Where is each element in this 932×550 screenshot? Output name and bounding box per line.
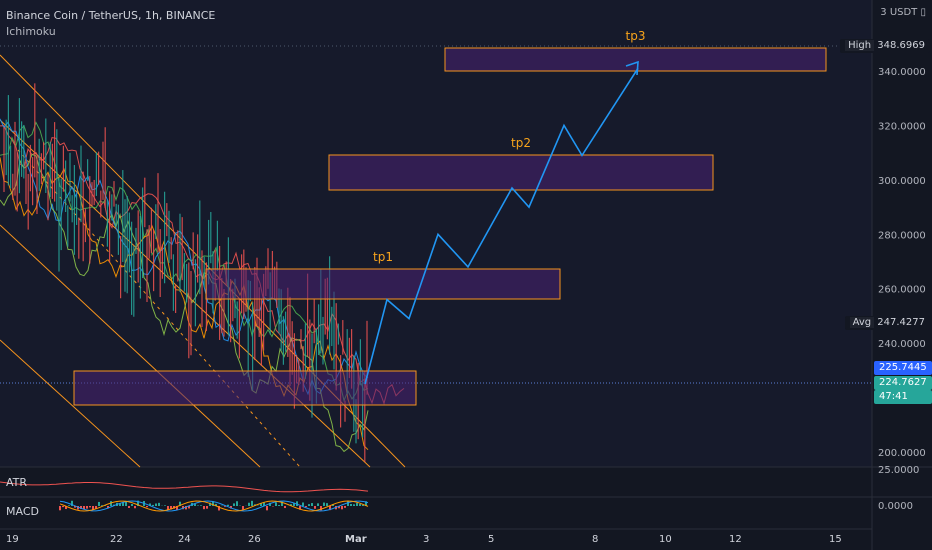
target-label-tp1: tp1	[373, 250, 393, 264]
avg-price-tag: Avg 247.4277	[844, 316, 930, 330]
macd-pane-label[interactable]: MACD	[6, 505, 39, 518]
time-tick-label: 15	[829, 534, 842, 545]
time-tick-label: 10	[659, 534, 672, 545]
time-tick-label: 24	[178, 534, 191, 545]
high-price-tag: High 348.6969	[840, 39, 930, 53]
atr-tick-label: 25.0000	[878, 465, 919, 476]
time-tick-label: 5	[488, 534, 494, 545]
target-label-tp3: tp3	[626, 29, 646, 43]
time-tick-label: 12	[729, 534, 742, 545]
unit-toggle-icon[interactable]: ▯	[920, 7, 926, 18]
time-tick-label: 8	[592, 534, 598, 545]
forecast-path[interactable]	[364, 60, 639, 385]
atr-line	[0, 481, 369, 493]
unit-label: USDT	[889, 7, 918, 18]
target-zone	[328, 154, 714, 191]
macd-tick-label: 0.0000	[878, 501, 913, 512]
time-tick-label: 3	[423, 534, 429, 545]
price-tick-label: 200.0000	[878, 448, 926, 459]
forecast-arrowhead	[625, 60, 639, 76]
price-tick-label: 280.0000	[878, 230, 926, 241]
price-tick-label: 340.0000	[878, 67, 926, 78]
high-value: 348.6969	[877, 40, 925, 51]
indicator-label[interactable]: Ichimoku	[6, 25, 56, 38]
macd-line	[59, 500, 369, 512]
avg-label: Avg	[849, 317, 875, 328]
last-price-tag: 225.7445	[874, 361, 932, 375]
high-label: High	[845, 40, 875, 51]
time-tick-label: Mar	[345, 534, 367, 545]
price-tick-label: 320.0000	[878, 121, 926, 132]
price-tick-label: 260.0000	[878, 285, 926, 296]
target-zone	[444, 47, 827, 72]
target-zone	[205, 268, 561, 300]
symbol-title[interactable]: Binance Coin / TetherUS, 1h, BINANCE	[6, 9, 216, 22]
axis-ticks: 340.0000320.0000300.0000280.0000260.0000…	[6, 67, 926, 545]
price-tick-label: 300.0000	[878, 176, 926, 187]
sub-indicators	[0, 481, 369, 512]
atr-pane-label[interactable]: ATR	[6, 476, 28, 489]
time-tick-label: 22	[110, 534, 123, 545]
target-zone	[73, 370, 417, 406]
current-price-tag: 224.7627	[874, 376, 932, 390]
channel-line	[0, 119, 371, 468]
channel-line	[0, 224, 261, 468]
target-zones[interactable]: tp1 tp2 tp3	[73, 29, 827, 406]
currency-unit[interactable]: 3 USDT ▯	[880, 7, 926, 18]
forecast-line	[364, 67, 639, 385]
unit-prefix: 3	[880, 7, 887, 18]
time-tick-label: 26	[248, 534, 261, 545]
avg-value: 247.4277	[877, 317, 925, 328]
channel-line	[0, 339, 141, 468]
target-label-tp2: tp2	[511, 136, 531, 150]
bar-countdown: 47:41	[874, 390, 932, 404]
indicator-pane	[0, 467, 872, 529]
price-tick-label: 240.0000	[878, 339, 926, 350]
time-tick-label: 19	[6, 534, 19, 545]
